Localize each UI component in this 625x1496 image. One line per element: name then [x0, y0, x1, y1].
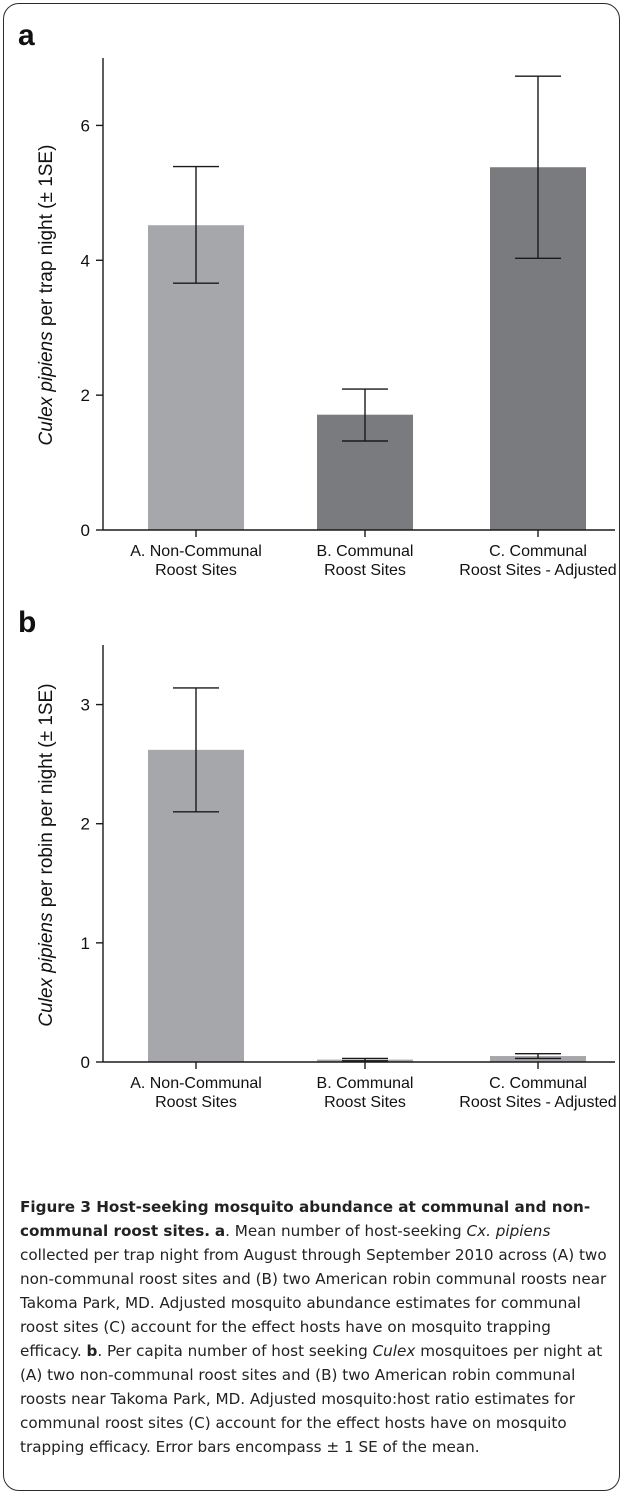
- y-tick-label-b-0: 0: [81, 1053, 90, 1072]
- figure-charts: a 0 2 4 6 A. Non-Communal Roost Sites B. Commun…: [18, 19, 617, 1111]
- category-label-b-3-line-1: C. Communal: [489, 1075, 587, 1092]
- panel-letter-a: a: [18, 19, 35, 52]
- category-label-a-3-line-2: Roost Sites - Adjusted: [459, 562, 616, 579]
- y-axis-label-italic-b: Culex pipiens: [36, 912, 57, 1027]
- y-tick-label-a-2: 2: [81, 386, 90, 405]
- category-label-a-1-line-1: A. Non-Communal: [130, 543, 262, 560]
- category-label-a-2-line-1: B. Communal: [317, 543, 414, 560]
- caption-panel-b-label: b: [86, 1342, 98, 1360]
- y-tick-label-b-1: 1: [81, 934, 90, 953]
- caption-a-text-1: . Mean number of host-seeking: [225, 1222, 467, 1240]
- y-tick-label-a-0: 0: [81, 521, 90, 540]
- category-label-a-1-line-2: Roost Sites: [155, 562, 237, 579]
- caption-b-text-2: mosquitoes per night at (A) two non-comm…: [20, 1342, 603, 1456]
- y-tick-label-b-2: 2: [81, 815, 90, 834]
- caption-panel-a-label: a: [214, 1222, 226, 1240]
- y-tick-label-a-4: 4: [81, 251, 90, 270]
- figure-caption: Figure 3 Host-seeking mosquito abundance…: [20, 1195, 610, 1459]
- y-tick-label-b-3: 3: [81, 696, 90, 715]
- category-label-a-3-line-1: C. Communal: [489, 543, 587, 560]
- y-axis-label-rest-b: per robin per night (± 1SE): [36, 683, 57, 912]
- caption-title: Figure 3 Host-seeking mosquito abundance…: [20, 1198, 591, 1240]
- y-axis-label-a: Culex pipiens per trap night (± 1SE): [36, 145, 57, 446]
- y-axis-label-italic-a: Culex pipiens: [36, 331, 57, 446]
- category-label-b-3-line-2: Roost Sites - Adjusted: [459, 1094, 616, 1111]
- category-label-b-1-line-2: Roost Sites: [155, 1094, 237, 1111]
- category-label-b-1-line-1: A. Non-Communal: [130, 1075, 262, 1092]
- caption-b-text-1: . Per capita number of host seeking: [97, 1342, 373, 1360]
- category-label-b-2-line-2: Roost Sites: [324, 1094, 406, 1111]
- panel-letter-b: b: [18, 606, 36, 639]
- caption-a-text-2: collected per trap night from August thr…: [20, 1246, 607, 1360]
- caption-a-italic: Cx. pipiens: [466, 1222, 551, 1240]
- figure-frame: [3, 3, 620, 1491]
- y-axis-label-rest-a: per trap night (± 1SE): [36, 145, 57, 332]
- y-axis-label-b: Culex pipiens per robin per night (± 1SE…: [36, 683, 57, 1026]
- y-tick-label-a-6: 6: [81, 116, 90, 135]
- caption-b-italic: Culex: [372, 1342, 416, 1360]
- category-label-a-2-line-2: Roost Sites: [324, 562, 406, 579]
- category-label-b-2-line-1: B. Communal: [317, 1075, 414, 1092]
